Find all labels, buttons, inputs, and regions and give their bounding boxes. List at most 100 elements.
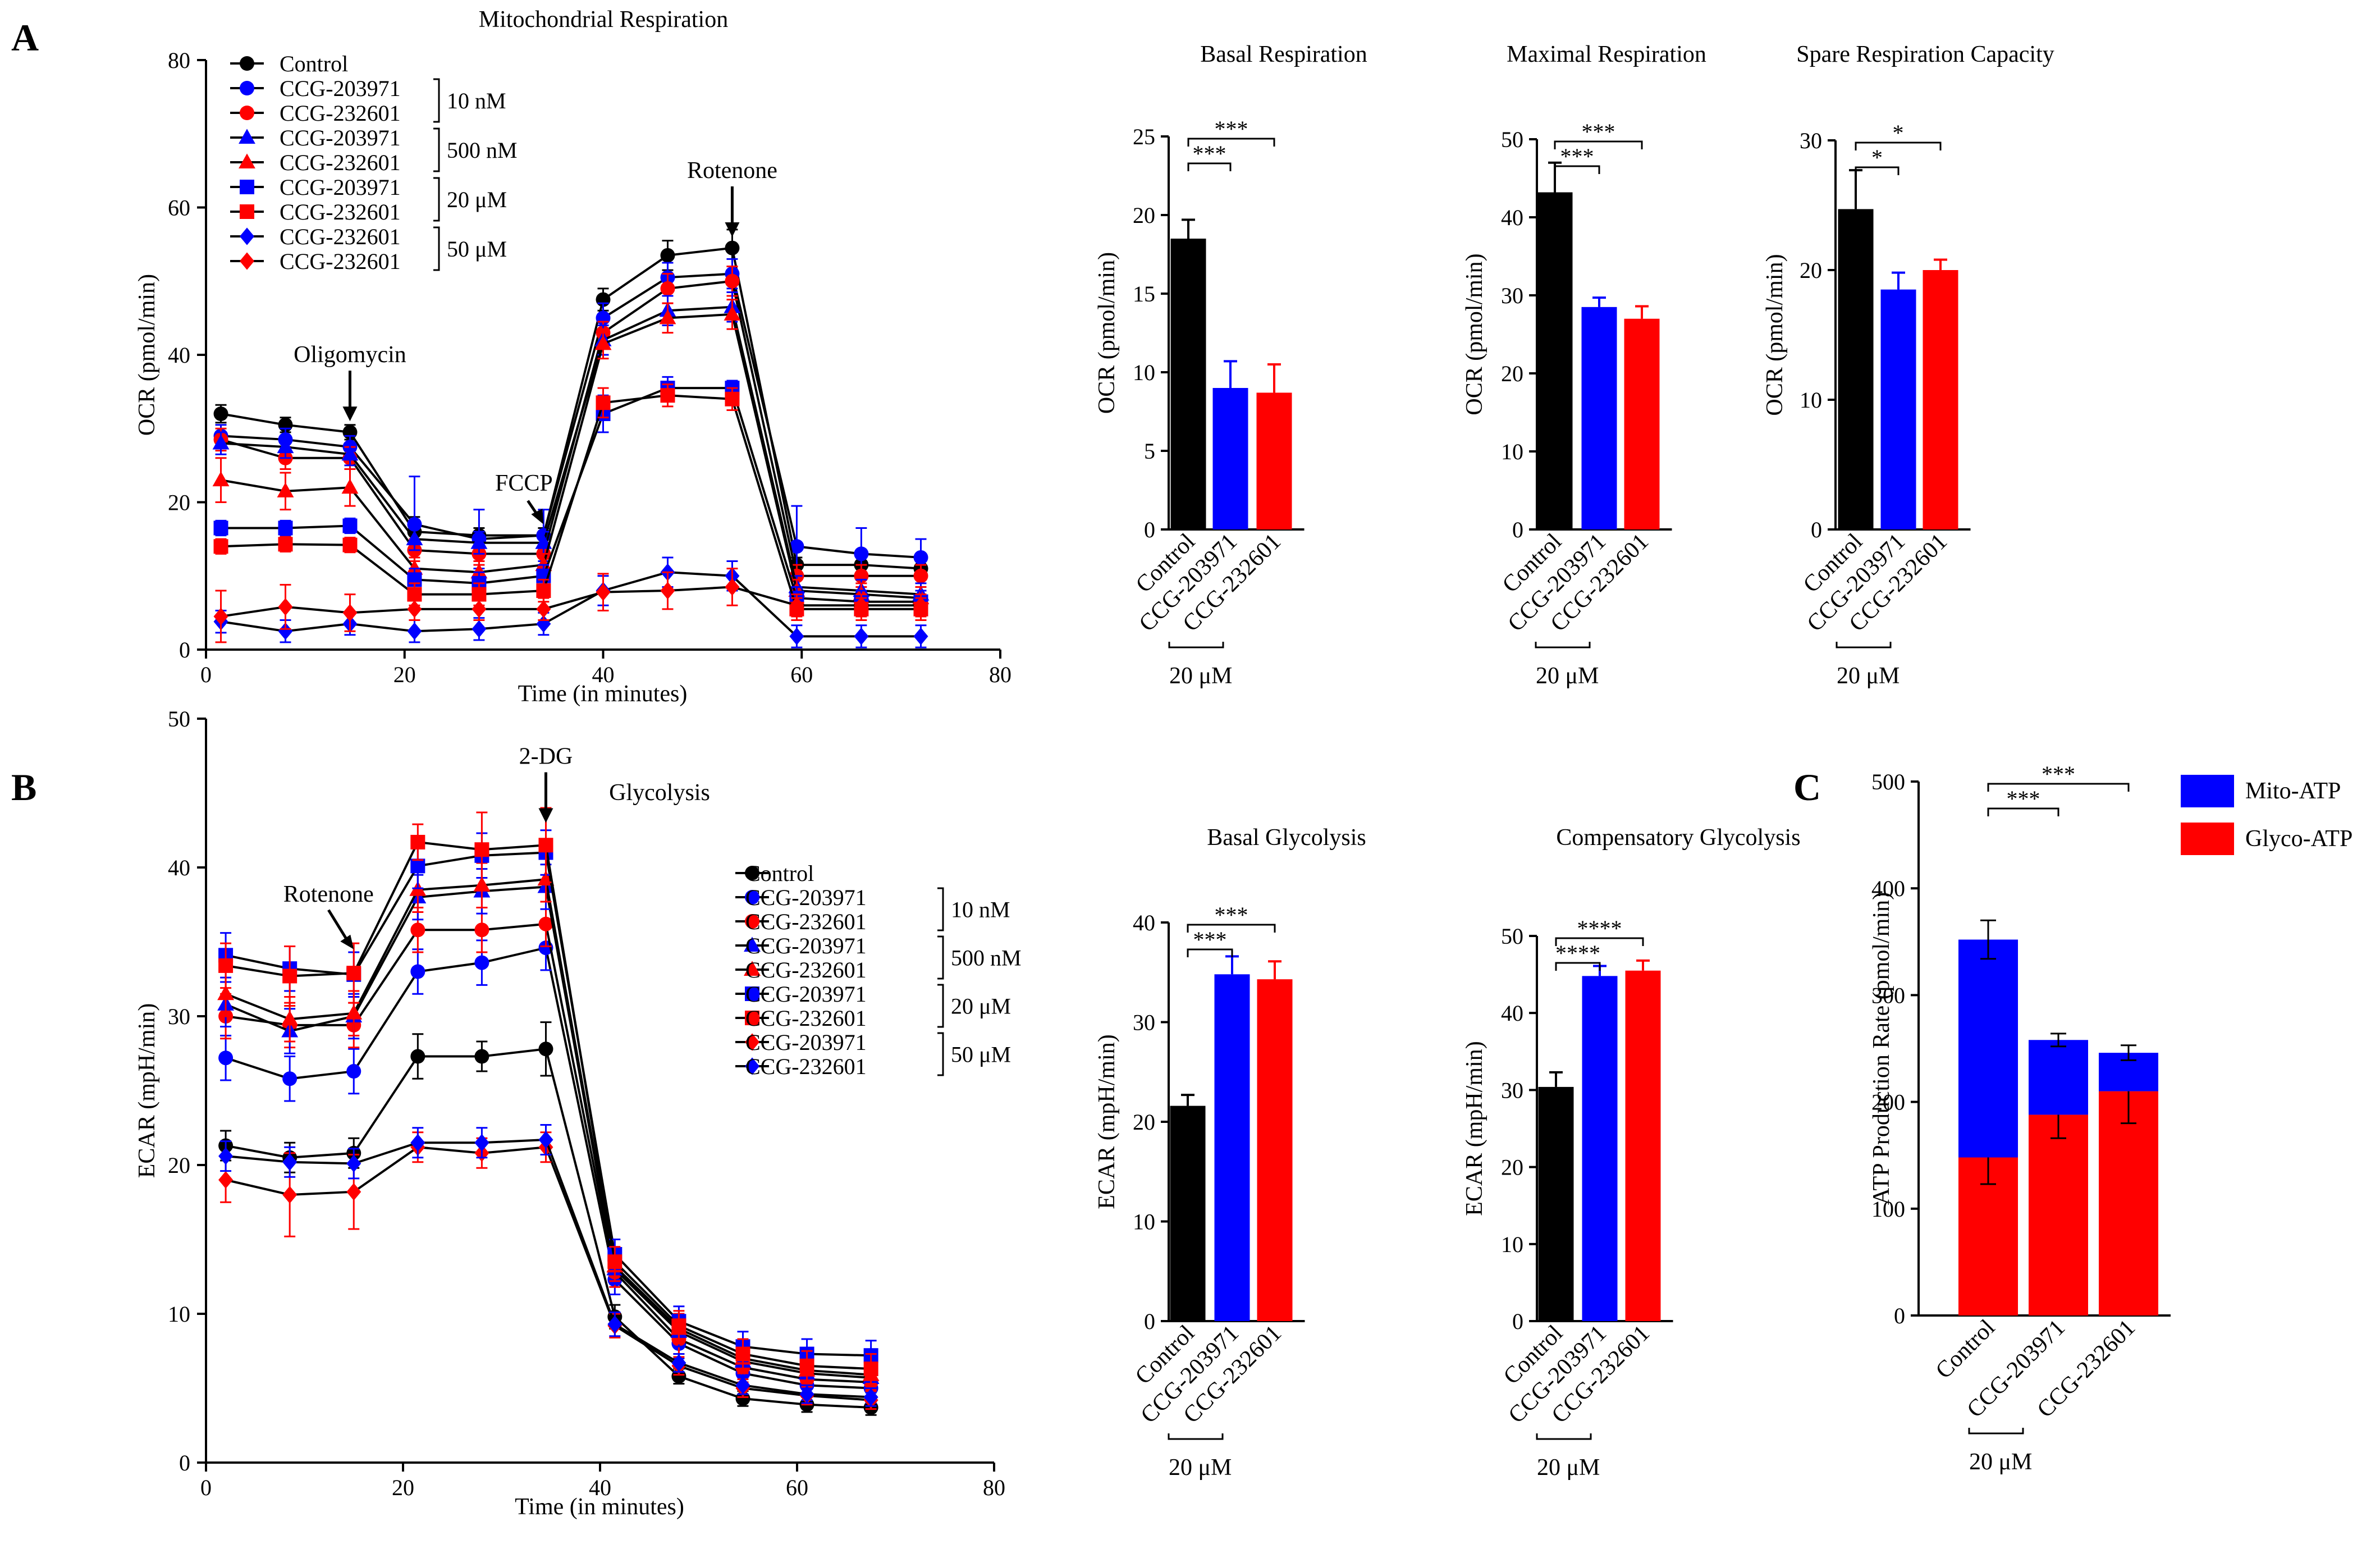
- series-line: [225, 1048, 871, 1409]
- legend-marker: [239, 153, 255, 169]
- significance-bracket: [1187, 138, 1275, 147]
- y-tick-label: 80: [168, 48, 190, 73]
- data-point: [472, 600, 487, 618]
- dose-label: 50 μM: [447, 236, 507, 262]
- bar: [1582, 976, 1618, 1321]
- significance-label: ***: [2007, 786, 2040, 811]
- chart-basal-respiration: Basal Respiration 0 5 10 15 20 25 OCR (pmol/min…: [1094, 42, 1367, 689]
- y-tick-label: 20: [1501, 1155, 1523, 1180]
- data-point: [735, 1346, 750, 1362]
- annotation: FCCP: [495, 470, 553, 524]
- legend-label: CCG-203971: [745, 1030, 867, 1055]
- data-point: [406, 530, 423, 546]
- y-tick-label: 400: [1871, 876, 1905, 901]
- y-tick-label: 10: [1501, 439, 1523, 464]
- legend-marker: [240, 227, 254, 245]
- y-tick-label: 50: [168, 706, 190, 732]
- y-tick-label: 0: [1144, 517, 1155, 542]
- data-point: [913, 596, 928, 614]
- legend-marker: [240, 252, 254, 270]
- bar-segment: [2099, 1091, 2158, 1315]
- data-point: [282, 1071, 298, 1086]
- y-tick-label: 5: [1144, 438, 1155, 464]
- data-point: [278, 520, 293, 536]
- dose-label: 20 μM: [447, 187, 507, 212]
- chart-title: Maximal Respiration: [1507, 42, 1706, 67]
- data-point: [854, 627, 869, 645]
- data-point: [410, 1049, 425, 1064]
- data-point: [536, 583, 551, 598]
- data-point: [407, 622, 422, 640]
- y-tick-label: 15: [1133, 281, 1155, 307]
- data-point: [346, 1064, 361, 1079]
- y-axis-label: ECAR (mpH/min): [134, 1003, 160, 1178]
- chart-atp-production-rate: 0 100 200 300 400 500 ATP Production Rate (pmo…: [1869, 761, 2352, 1475]
- series-line: [221, 571, 921, 638]
- data-point: [278, 622, 293, 640]
- chart-title: Basal Respiration: [1200, 42, 1367, 67]
- legend-label: CCG-232601: [745, 1006, 867, 1031]
- y-axis-label: ECAR (mpH/min): [1462, 1041, 1488, 1216]
- y-axis-label: OCR (pmol/min): [1462, 253, 1488, 415]
- data-point: [410, 858, 425, 874]
- series-line: [221, 305, 921, 596]
- data-point: [342, 518, 358, 533]
- legend-swatch: [2181, 823, 2234, 855]
- data-point: [341, 478, 359, 494]
- data-point: [472, 620, 487, 638]
- panel-label-a: A: [11, 16, 39, 59]
- y-axis-label: OCR (pmol/min): [1762, 254, 1788, 415]
- y-tick-label: 30: [1501, 283, 1523, 308]
- data-point: [282, 1186, 298, 1204]
- data-point: [213, 607, 228, 625]
- data-point: [218, 958, 234, 973]
- data-point: [474, 955, 489, 970]
- significance-bracket: [1187, 948, 1233, 957]
- y-tick-label: 0: [179, 1450, 190, 1476]
- annotation-label: Oligomycin: [294, 342, 406, 368]
- significance-bracket: [1554, 140, 1643, 149]
- dose-label: 10 nM: [447, 88, 506, 113]
- series-line: [221, 246, 921, 570]
- data-point: [671, 1318, 686, 1333]
- dose-label: 20 μM: [1969, 1449, 2032, 1475]
- dose-label: 10 nM: [951, 897, 1010, 922]
- significance-label: ***: [1215, 116, 1248, 141]
- legend-label: CCG-203971: [280, 125, 401, 150]
- data-point: [277, 482, 294, 497]
- y-tick-label: 10: [168, 1301, 190, 1327]
- legend-marker: [745, 866, 759, 880]
- annotation-arrowhead: [725, 222, 740, 237]
- data-point: [341, 445, 359, 461]
- dose-bracket: [1836, 642, 1892, 648]
- data-point: [474, 922, 489, 938]
- annotation-label: Rotenone: [687, 158, 777, 184]
- data-point: [660, 388, 675, 403]
- legend: ControlCCG-203971CCG-232601CCG-203971CCG…: [230, 51, 518, 274]
- x-tick-label: 60: [786, 1475, 808, 1500]
- panel-label-c: C: [1793, 766, 1821, 808]
- legend-label: CCG-203971: [745, 981, 867, 1007]
- legend-label: CCG-203971: [280, 76, 401, 101]
- significance-bracket: [1855, 141, 1942, 150]
- y-tick-label: 25: [1133, 124, 1155, 149]
- y-tick-label: 0: [1144, 1309, 1155, 1334]
- bar: [1625, 970, 1661, 1321]
- data-point: [725, 240, 740, 255]
- legend-label: CCG-232601: [280, 101, 401, 126]
- dose-bracket: [1536, 1433, 1592, 1440]
- legend-label: Control: [280, 51, 348, 76]
- legend-label: CCG-203971: [280, 175, 401, 200]
- y-tick-label: 20: [168, 490, 190, 515]
- data-point: [538, 838, 553, 853]
- data-point: [474, 842, 489, 857]
- bar-segment: [2029, 1040, 2088, 1115]
- y-tick-label: 0: [1811, 517, 1822, 542]
- x-tick-label: 80: [989, 662, 1012, 687]
- chart-title: Spare Respiration Capacity: [1796, 42, 2054, 67]
- dose-label: 20 μM: [1169, 1455, 1232, 1481]
- dose-label: 20 μM: [1537, 1455, 1600, 1481]
- chart-title: Compensatory Glycolysis: [1556, 825, 1800, 851]
- annotation-label: FCCP: [495, 470, 553, 496]
- y-tick-label: 500: [1871, 769, 1905, 794]
